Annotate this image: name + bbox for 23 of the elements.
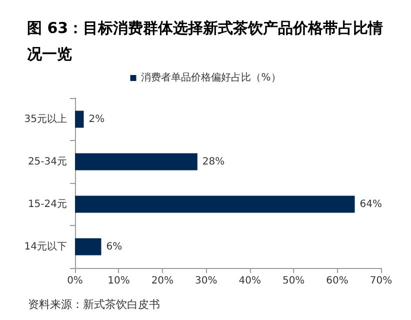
x-tick-label: 50%: [282, 276, 305, 286]
text: 2%: [88, 114, 105, 125]
legend-label: 消费者单品价格偏好占比（%）: [141, 72, 281, 84]
y-tick-label: 35元以上: [24, 112, 67, 125]
bar: [75, 110, 84, 128]
x-tick-label: 10%: [108, 276, 130, 286]
text: 资料来源：新式茶饮白皮书: [28, 298, 160, 311]
x-tick-label: 20%: [151, 276, 174, 286]
x-tick-label: 70%: [370, 276, 392, 286]
x-tick-label: 40%: [238, 276, 261, 286]
x-tick-label: 30%: [195, 276, 218, 286]
bar: [75, 238, 102, 256]
x-tick-label: 0%: [67, 276, 83, 286]
y-tick-label: 14元以下: [24, 240, 67, 252]
text: 28%: [202, 156, 225, 168]
text: 6%: [106, 241, 122, 252]
bar: [75, 196, 355, 213]
chart-title: 图 63：目标消费群体选择新式茶饮产品价格带占比情况一览: [27, 19, 384, 63]
x-tick-label: 60%: [326, 276, 348, 286]
text: 64%: [360, 198, 382, 210]
bar: [75, 153, 198, 170]
y-tick-label: 15-24元: [28, 198, 67, 210]
y-tick-label: 25-34元: [28, 156, 67, 168]
